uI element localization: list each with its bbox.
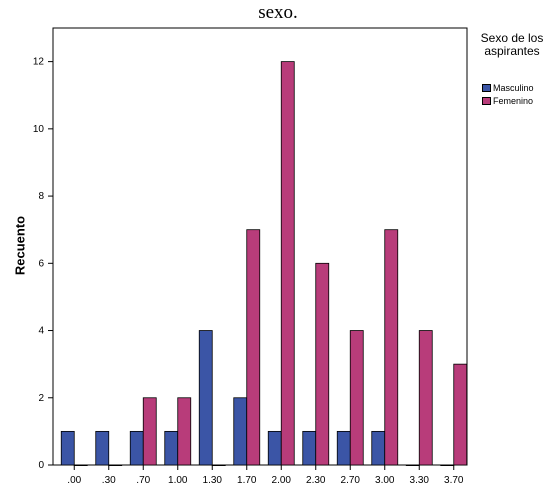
bar-femenino-0 [73, 464, 88, 467]
bar-femenino-3 [177, 397, 192, 466]
bar-femenino-11 [453, 363, 468, 466]
bar-femenino-10 [418, 330, 433, 466]
bar-masculino-11 [440, 464, 455, 467]
bar-masculino-5 [233, 397, 248, 466]
legend-swatch-masculino [482, 84, 491, 92]
bar-masculino-8 [336, 430, 351, 466]
y-tick-label-2: 2 [38, 393, 44, 404]
bar-femenino-4 [211, 464, 226, 467]
legend-swatch-femenino [482, 97, 491, 105]
x-tick-label-8: 2.70 [341, 475, 361, 486]
bar-masculino-3 [164, 430, 179, 466]
chart-caption: sexo. [258, 2, 298, 23]
x-tick-label-0: .00 [67, 475, 81, 486]
x-tick-label-7: 2.30 [306, 475, 326, 486]
legend-title: Sexo de los aspirantes [480, 31, 544, 58]
y-tick-label-10: 10 [33, 124, 45, 135]
x-tick-label-3: 1.00 [168, 475, 188, 486]
bar-femenino-1 [108, 464, 123, 467]
y-tick-label-0: 0 [38, 460, 44, 471]
plot-area: 0 2 4 6 8 10 12 .00 .30 .70 1.00 1.30 1.70 2.00 2.30 2.… [33, 27, 468, 486]
y-tick-label-8: 8 [38, 191, 44, 202]
bar-femenino-5 [246, 229, 261, 466]
bar-masculino-0 [60, 430, 75, 466]
y-tick-label-12: 12 [33, 57, 45, 68]
y-tick-label-4: 4 [38, 326, 44, 337]
bar-masculino-7 [302, 430, 317, 466]
bar-masculino-4 [198, 330, 213, 466]
x-tick-label-5: 1.70 [237, 475, 257, 486]
legend-label-femenino: Femenino [493, 96, 534, 106]
bar-femenino-2 [142, 397, 157, 466]
x-tick-label-2: .70 [136, 475, 150, 486]
x-tick-label-6: 2.00 [272, 475, 292, 486]
bar-masculino-6 [267, 430, 282, 466]
x-tick-label-4: 1.30 [203, 475, 223, 486]
legend-label-masculino: Masculino [493, 83, 534, 93]
bar-femenino-9 [384, 229, 399, 466]
bar-femenino-8 [349, 330, 364, 466]
bar-femenino-6 [280, 61, 295, 466]
bar-masculino-2 [129, 430, 144, 466]
bar-masculino-9 [371, 430, 386, 466]
bar-femenino-7 [315, 262, 330, 466]
y-tick-label-6: 6 [38, 258, 44, 269]
y-axis-label: Recuento [12, 215, 28, 276]
x-tick-label-10: 3.30 [410, 475, 430, 486]
x-tick-label-1: .30 [102, 475, 116, 486]
bar-masculino-10 [405, 464, 420, 467]
bar-masculino-1 [95, 430, 110, 466]
x-tick-label-9: 3.00 [375, 475, 395, 486]
x-tick-label-11: 3.70 [444, 475, 464, 486]
